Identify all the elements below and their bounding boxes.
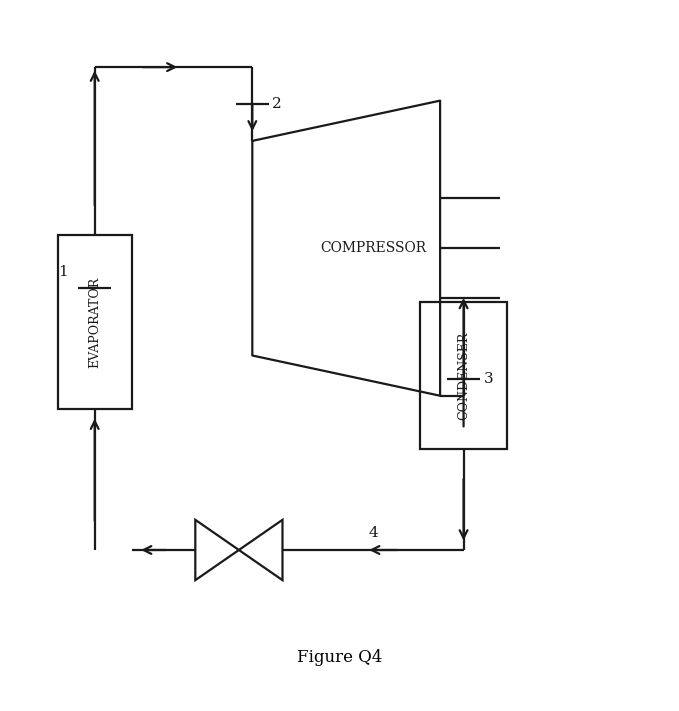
Polygon shape	[239, 520, 282, 580]
Text: 2: 2	[272, 97, 282, 111]
Text: 3: 3	[483, 372, 494, 386]
Text: CONDENSER: CONDENSER	[457, 331, 470, 419]
Text: Figure Q4: Figure Q4	[297, 649, 382, 665]
Text: 1: 1	[58, 264, 68, 279]
Bar	[420, 302, 507, 449]
Polygon shape	[196, 520, 239, 580]
Text: COMPRESSOR: COMPRESSOR	[320, 241, 426, 255]
Bar	[58, 235, 132, 409]
Text: 4: 4	[368, 526, 378, 540]
Text: EVAPORATOR: EVAPORATOR	[88, 277, 101, 368]
